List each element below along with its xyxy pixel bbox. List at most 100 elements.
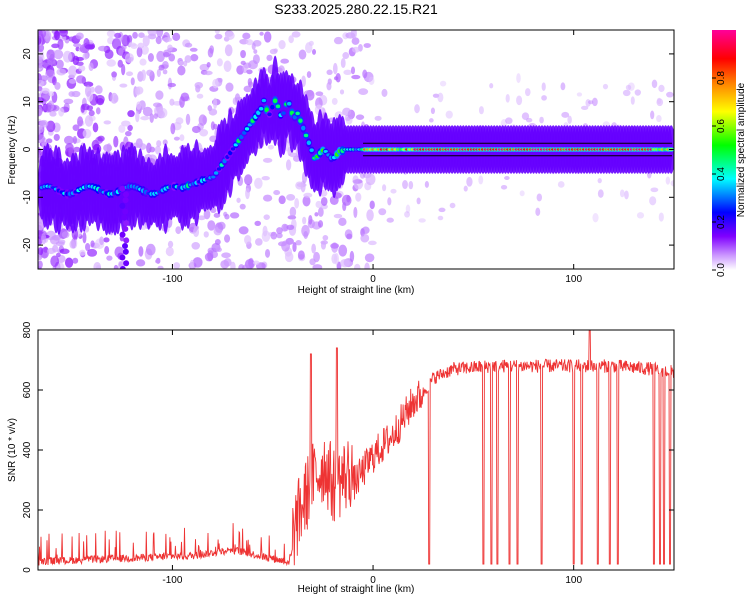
spectrogram-noise [322,235,329,241]
spectrogram-noise [45,69,56,79]
spectrogram-noise [245,39,254,46]
spectrogram-noise [229,212,240,219]
spectrogram-noise [38,86,43,92]
spectrogram-noise [97,135,105,142]
spectrogram-streak [123,260,130,267]
spectrogram-noise [561,111,570,118]
spectrogram-noise [259,31,264,36]
colorbar-tick-label: 0.0 [716,263,727,277]
spectrogram-noise [127,110,135,118]
spectrogram-noise [489,83,494,89]
spectrogram-streak [123,220,130,227]
spectrogram-noise [84,85,92,97]
y-tick-label: 10 [22,96,33,108]
spectrogram-noise [203,70,213,76]
spectrogram-noise [225,82,234,92]
spectrogram-noise [57,38,64,50]
spectrogram-noise [505,94,510,103]
spectrogram-noise [167,240,174,248]
spectrogram-noise [381,88,388,97]
spectrogram-noise [90,86,95,93]
spectrogram-noise [294,197,300,209]
spectrogram-noise [189,259,195,269]
y-tick-label: 200 [22,501,33,518]
spectrogram-noise [214,33,223,40]
spectrogram-ridge [261,99,267,103]
spectrogram-noise [106,30,116,38]
spectrogram-noise [437,215,444,221]
spectrogram-noise [267,144,274,150]
spectrogram-noise [650,187,659,193]
spectrogram-noise [588,100,594,105]
spectrogram-noise [266,54,273,62]
spectrogram-noise [88,62,94,72]
spectrogram-noise [139,143,147,150]
spectrogram-noise [50,255,60,267]
spectrogram-noise [248,81,254,88]
spectrogram-noise [46,138,53,144]
spectrogram-noise [312,48,317,55]
spectrogram-noise [289,206,297,218]
spectrogram-noise [121,64,126,76]
spectrogram-noise [77,116,84,127]
spectrogram-noise [519,190,525,197]
spectrogram-marks [38,30,674,269]
spectrogram-noise [463,185,468,192]
spectrogram-noise [132,31,138,39]
spectrogram-noise [576,92,583,97]
spectrogram-noise [597,189,604,198]
spectrogram-noise [278,195,286,205]
y-tick-label: 400 [22,441,33,458]
spectrogram-noise [592,213,599,223]
spectrogram-noise [56,59,64,69]
spectrogram-ridge [303,133,309,138]
spectrogram-noise [649,196,657,206]
spectrogram-noise [597,178,602,184]
spectrogram-noise [193,225,200,230]
spectrogram-noise [68,78,77,84]
spectrogram-noise [106,255,113,261]
spectrogram-noise [72,124,80,131]
spectrogram-noise [622,89,631,97]
spectrogram-noise [124,130,132,137]
spectrogram-noise [536,193,543,202]
spectrogram-noise [38,79,44,85]
spectrogram-noise [135,111,140,123]
spectrogram-noise [292,241,297,253]
spectrogram-noise [273,48,278,53]
spectrogram-noise [142,35,150,47]
spectrogram-noise [156,50,165,62]
spectrogram-noise [94,85,103,95]
spectrogram-noise [315,91,324,97]
spectrogram-noise [127,124,133,132]
spectrogram-noise [64,257,74,268]
spectrogram-noise [303,192,313,198]
spectrogram-noise [262,225,268,237]
spectrogram-noise [49,111,57,117]
y-tick-label: 0 [22,146,33,152]
spectrogram-noise [333,36,343,45]
spectrogram-noise [320,196,328,206]
snr-panel: -100 0 100 0 200 400 600 800 Height of straight… [7,321,675,595]
spectrogram-noise [145,243,156,256]
spectrogram-noise [338,244,348,257]
spectrogram-noise [38,127,41,136]
spectrogram-noise [656,115,662,123]
colorbar-label: Normalized spectral amplitude [736,82,747,217]
spectrogram-noise [254,177,263,189]
spectrogram-noise [386,217,394,223]
spectrogram-noise [163,51,170,58]
spectrogram-noise [276,232,283,239]
spectrogram-noise [156,68,161,78]
spectrogram-noise [240,60,246,65]
spectrogram-noise [140,115,150,121]
spectrogram-noise [69,240,76,249]
spectrogram-noise [124,53,134,63]
spectrogram-noise [670,180,674,187]
spectrogram-noise [349,250,355,263]
snr-axes: -100 0 100 0 200 400 600 800 [22,321,674,586]
spectrogram-noise [302,216,307,225]
spectrogram-streak [121,214,128,221]
spectrogram-noise [85,242,91,252]
snr-y-label: SNR (10 * v/v) [7,418,18,482]
